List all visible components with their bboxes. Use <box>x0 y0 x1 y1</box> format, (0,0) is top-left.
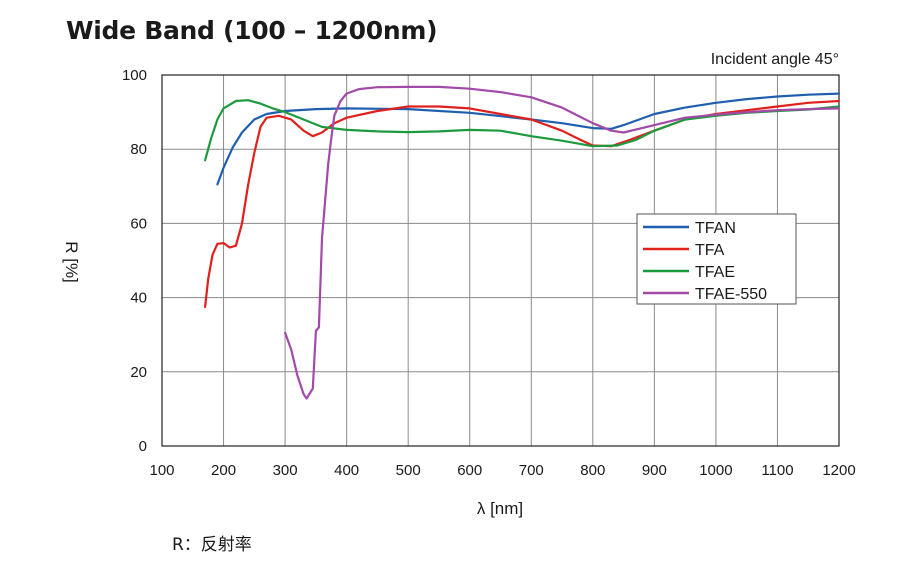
y-tick-label: 0 <box>139 438 147 455</box>
x-tick-label: 900 <box>642 462 667 479</box>
legend-label-tfan: TFAN <box>695 220 736 237</box>
legend-label-tfae-550: TFAE-550 <box>695 286 767 303</box>
x-tick-label: 300 <box>273 462 298 479</box>
legend-box <box>636 213 797 305</box>
page-title: Wide Band (100 – 1200nm) <box>66 16 438 45</box>
series-line-tfae-550 <box>284 85 841 400</box>
footnote: R：反射率 <box>172 535 252 555</box>
x-tick-label: 1100 <box>761 462 793 479</box>
series-line-tfan <box>216 92 841 186</box>
series-line-tfae <box>204 99 841 162</box>
x-tick-labels: 100 200 300 400 500 600 700 800 900 1000 1100 1200 <box>149 462 855 479</box>
y-tick-label: 20 <box>130 364 147 381</box>
x-tick-label: 200 <box>211 462 236 479</box>
x-axis-label: λ [nm] <box>477 499 523 518</box>
x-tick-label: 1200 <box>822 462 855 479</box>
y-tick-label: 80 <box>130 141 147 158</box>
y-tick-label: 60 <box>130 215 147 232</box>
x-tick-label: 400 <box>334 462 359 479</box>
series-layer <box>204 85 841 400</box>
y-tick-label: 100 <box>122 67 147 84</box>
y-tick-labels: 0 20 40 60 80 100 <box>122 67 147 455</box>
plot-frame <box>161 74 840 447</box>
legend-label-tfa: TFA <box>695 242 725 259</box>
legend: TFAN TFA TFAE TFAE-550 <box>636 213 797 305</box>
x-tick-label: 800 <box>580 462 605 479</box>
x-tick-label: 1000 <box>699 462 732 479</box>
y-tick-label: 40 <box>130 290 147 307</box>
x-tick-label: 600 <box>457 462 482 479</box>
x-tick-label: 700 <box>519 462 544 479</box>
y-axis-label: R [%] <box>62 241 81 283</box>
x-tick-label: 100 <box>149 462 174 479</box>
incident-angle-annotation: Incident angle 45° <box>711 51 839 68</box>
legend-label-tfae: TFAE <box>695 264 735 281</box>
x-tick-label: 500 <box>396 462 421 479</box>
